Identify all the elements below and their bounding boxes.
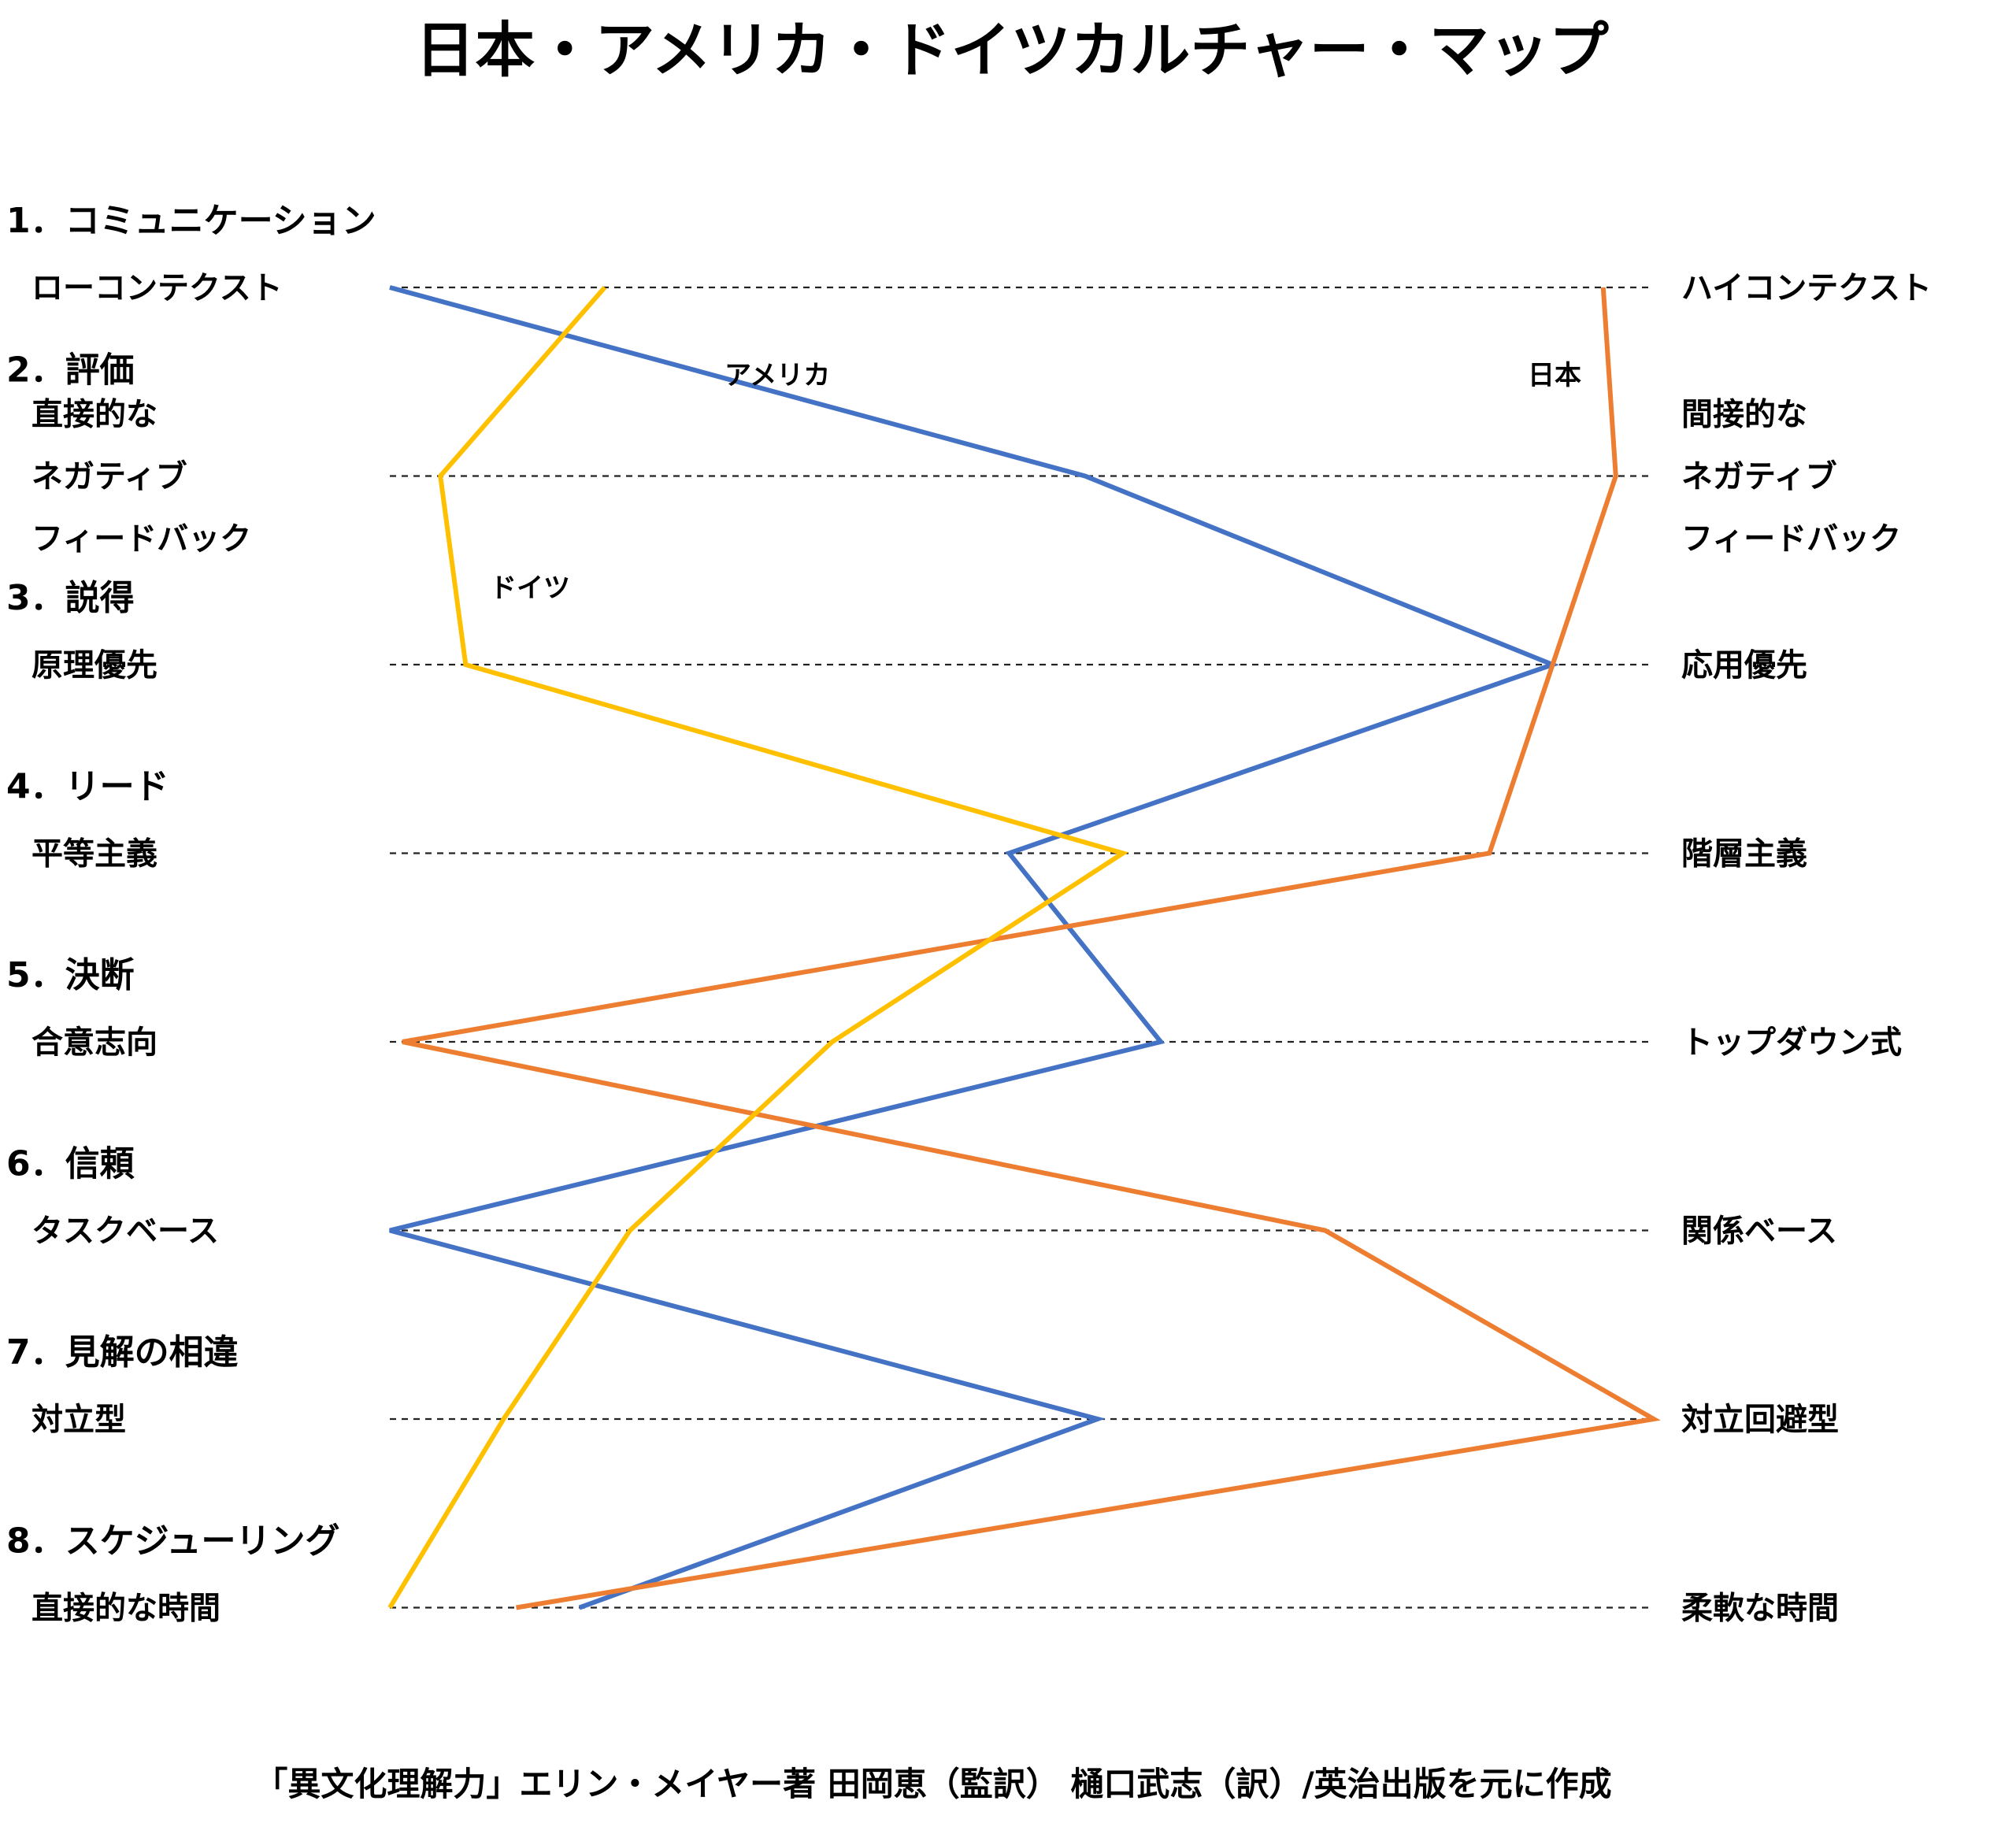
left-pole-label: 直接的な時間 bbox=[32, 1591, 220, 1627]
right-pole-label: ハイコンテクスト bbox=[1681, 270, 1932, 306]
dimension-category-label: 7．見解の相違 bbox=[6, 1332, 239, 1373]
right-pole-label: 柔軟な時間 bbox=[1681, 1591, 1839, 1627]
left-pole-label: タスクベース bbox=[32, 1213, 219, 1250]
series-line bbox=[402, 287, 1661, 1610]
right-pole-label: 関係ベース bbox=[1681, 1213, 1837, 1250]
dimension-category-label: 1．コミュニケーション bbox=[6, 201, 376, 241]
dimension-category-label: 4．リード bbox=[6, 767, 169, 807]
series-name-label: ドイツ bbox=[490, 572, 570, 604]
dimension-category-label: 8．スケジューリング bbox=[6, 1521, 340, 1562]
right-pole-label: ネガティブ bbox=[1681, 459, 1837, 495]
dimension-category-label: 6．信頼 bbox=[6, 1144, 135, 1184]
series-lines bbox=[387, 285, 1661, 1610]
dimension-category-label: 2．評価 bbox=[6, 350, 135, 391]
source-footer: 「異文化理解力」エリン・メイヤー著 田岡恵（監訳） 樋口武志（訳）/英治出版を元… bbox=[254, 1765, 1611, 1803]
chart-title: 日本・アメリカ・ドイツカルチャー・マップ bbox=[415, 15, 1608, 85]
right-pole-label: 応用優先 bbox=[1681, 647, 1807, 684]
right-pole-label: トップダウン式 bbox=[1681, 1025, 1902, 1061]
left-pole-label: 直接的な bbox=[32, 397, 158, 433]
left-pole-label: 合意志向 bbox=[32, 1025, 158, 1061]
series-line bbox=[387, 286, 1129, 1610]
right-pole-label: 階層主義 bbox=[1681, 836, 1807, 873]
right-pole-label: フィードバック bbox=[1681, 521, 1901, 558]
left-pole-label: ローコンテクスト bbox=[32, 270, 283, 306]
right-pole-label: 間接的な bbox=[1681, 397, 1807, 433]
left-pole-label: ネガティブ bbox=[32, 459, 187, 495]
series-name-label: アメリカ bbox=[724, 360, 830, 391]
left-pole-label: フィードバック bbox=[32, 521, 251, 558]
dimension-category-label: 5．決断 bbox=[6, 955, 135, 995]
left-pole-label: 原理優先 bbox=[32, 647, 158, 684]
left-pole-label: 対立型 bbox=[32, 1402, 126, 1438]
dimension-category-label: 3．説得 bbox=[6, 578, 135, 618]
series-line bbox=[389, 285, 1560, 1610]
series-name-label: 日本 bbox=[1528, 360, 1581, 391]
left-pole-label: 平等主義 bbox=[32, 836, 158, 873]
right-pole-label: 対立回避型 bbox=[1681, 1402, 1839, 1438]
